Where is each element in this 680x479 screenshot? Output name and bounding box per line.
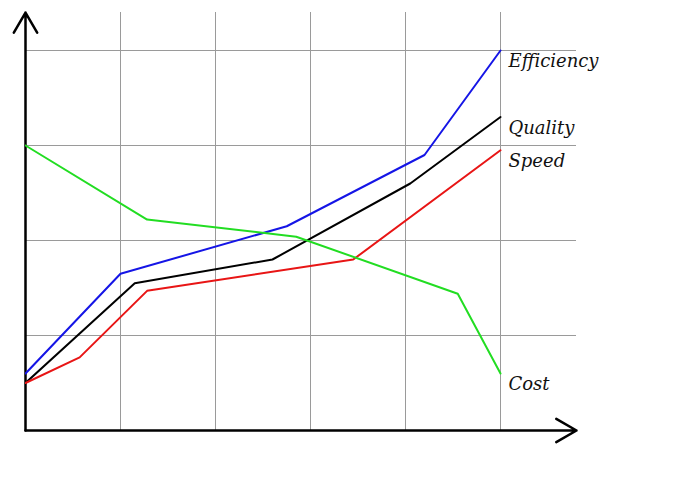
svg-text:Efficiency: Efficiency [508,50,600,71]
svg-text:Speed: Speed [509,150,566,171]
svg-text:Cost: Cost [509,373,551,394]
svg-text:Quality: Quality [509,117,576,138]
